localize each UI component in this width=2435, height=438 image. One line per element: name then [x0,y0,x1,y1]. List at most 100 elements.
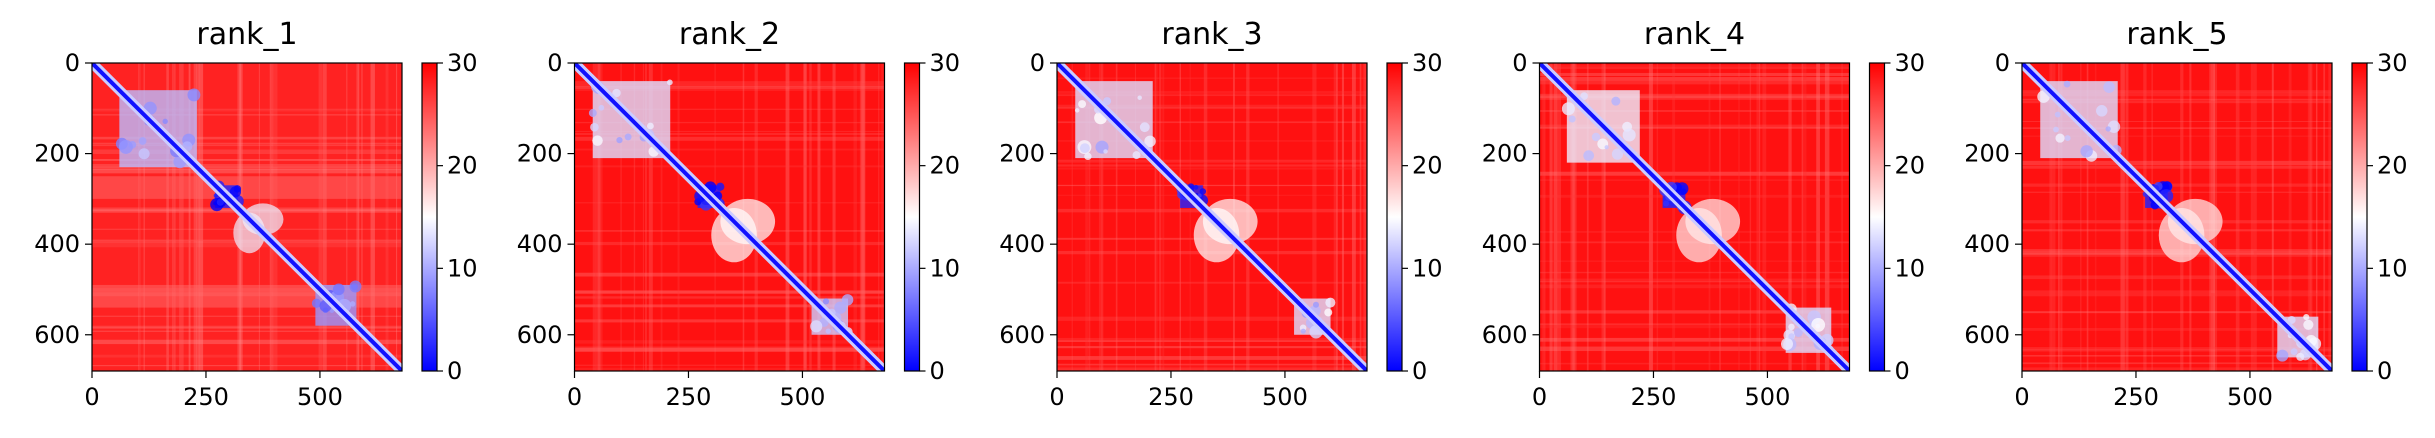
texture-stripe [2022,135,2332,137]
texture-stripe [92,327,402,329]
texture-stripe [1762,63,1767,371]
texture-stripe [1057,369,1367,371]
texture-stripe [574,319,885,323]
texture-stripe [881,63,885,371]
texture-stripe [1351,63,1356,371]
diagonal-line [1539,63,1850,371]
texture-stripe [2235,63,2240,371]
y-tick-label: 400 [517,230,563,258]
colorbar [422,63,437,371]
axes-frame [1538,62,1851,372]
domain-speckle [2053,126,2059,133]
x-tick-label: 0 [2014,383,2029,411]
texture-stripe [1801,63,1804,371]
y-tick-label: 0 [1512,49,1527,77]
colorbar-tick-label: 20 [447,152,478,180]
x-tick-label: 500 [2227,383,2273,411]
texture-stripe [633,63,636,371]
texture-stripe [1572,63,1577,371]
texture-stripe [92,142,402,145]
domain-speckle [822,298,830,305]
texture-stripe [595,63,599,371]
texture-stripe [574,346,885,352]
texture-stripe [188,63,191,371]
texture-stripe [198,63,204,371]
texture-stripe [1057,77,1367,79]
colorbar-tick-label: 10 [1895,254,1926,282]
texture-stripe [1570,63,1575,371]
texture-stripe [1098,63,1103,371]
domain-speckle [1137,95,1142,100]
x-tick-label: 500 [1262,383,1308,411]
texture-stripe [1539,95,1850,100]
texture-stripe [809,63,812,371]
texture-stripe [2022,346,2332,350]
y-tick-label: 0 [547,49,562,77]
domain-speckle [2054,111,2061,118]
texture-stripe [1057,91,1367,94]
texture-stripe [2022,290,2332,294]
domain-speckle [1074,108,1080,113]
domain-speckle [1561,102,1575,116]
texture-stripe [2022,127,2332,129]
texture-stripe [92,207,402,212]
texture-stripe [660,63,663,371]
texture-stripe [2120,63,2125,371]
domain-speckle [213,193,218,198]
x-tick-label: 0 [84,383,99,411]
domain-speckle [1780,337,1794,350]
texture-stripe [92,159,402,161]
domain-speckle [119,139,133,154]
texture-stripe [2288,63,2292,371]
domain-speckle [162,118,168,125]
domain-speckle [1788,323,1795,331]
texture-stripe [574,347,885,352]
colorbar-frame [2351,62,2368,372]
texture-stripe [1312,63,1317,371]
colorbar-frame [1868,62,1886,372]
texture-stripe [1057,346,1367,349]
off-diagonal-region [2167,198,2223,245]
domain-speckle [2303,313,2310,321]
texture-stripe [574,304,885,308]
texture-stripe [1803,63,1807,371]
texture-stripe [2080,63,2082,371]
texture-stripe [2022,120,2332,122]
y-tick-label: 200 [1482,140,1528,168]
colorbar-tick-label: 20 [2377,152,2408,180]
texture-stripe [318,63,323,371]
x-tick-label: 250 [1631,383,1677,411]
texture-stripe [2060,63,2063,371]
texture-stripe [237,63,242,371]
texture-stripe [361,63,363,371]
colorbar [1869,63,1885,371]
texture-stripe [574,81,885,84]
texture-stripe [1101,63,1104,371]
texture-stripe [1539,323,1850,325]
texture-stripe [1756,63,1760,371]
texture-stripe [1057,104,1367,109]
panel-title: rank_5 [2126,17,2227,52]
texture-stripe [370,63,375,371]
texture-stripe [1539,80,1850,85]
domain-speckle [834,301,847,314]
texture-stripe [1539,77,1850,81]
texture-stripe [2250,63,2254,371]
axes-frame [91,62,403,372]
x-tick-label: 250 [2113,383,2159,411]
texture-stripe [2307,63,2311,371]
colorbar [1387,63,1402,371]
texture-stripe [1088,63,1091,371]
texture-stripe [1601,63,1605,371]
texture-stripe [1539,72,1850,77]
texture-stripe [1277,63,1280,371]
texture-stripe [166,63,169,371]
colorbar-tick-label: 0 [2377,357,2392,385]
x-tick-label: 250 [1148,383,1194,411]
texture-stripe [1841,63,1843,371]
texture-stripe [574,136,885,141]
domain-speckle [1811,318,1826,332]
texture-stripe [1788,63,1792,371]
domain-speckle [2105,126,2111,132]
